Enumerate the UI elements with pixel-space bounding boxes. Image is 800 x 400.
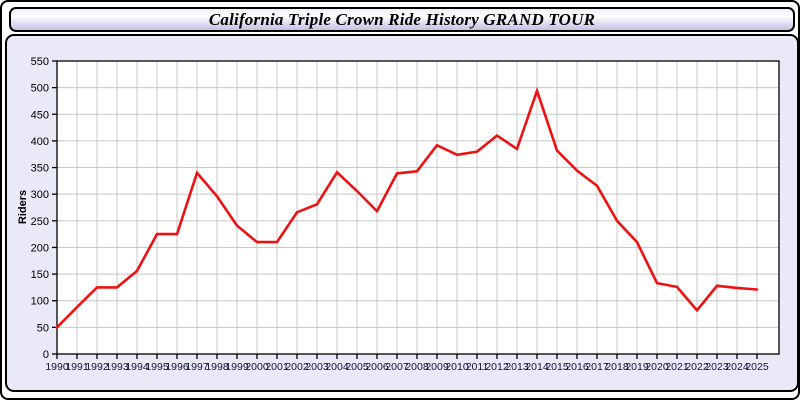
x-tick-label: 2008 <box>405 361 429 373</box>
x-tick-label: 1990 <box>45 361 69 373</box>
x-tick-label: 1992 <box>85 361 109 373</box>
y-tick-label: 0 <box>43 349 49 361</box>
plot-area <box>57 61 779 354</box>
x-tick-label: 2013 <box>505 361 529 373</box>
x-tick-label: 2004 <box>325 361 349 373</box>
plot-border <box>56 60 780 355</box>
title-bar: California Triple Crown Ride History GRA… <box>9 7 795 32</box>
x-tick-label: 1997 <box>185 361 209 373</box>
y-tick-label: 200 <box>31 242 49 254</box>
x-tick-label: 2022 <box>685 361 709 373</box>
x-tick-label: 2014 <box>525 361 549 373</box>
x-tick-label: 2000 <box>245 361 269 373</box>
x-tick-label: 2006 <box>365 361 389 373</box>
y-tick-label: 100 <box>31 296 49 308</box>
x-tick-label: 2018 <box>605 361 629 373</box>
data-series-riders <box>55 86 759 329</box>
x-tick-label: 2009 <box>425 361 449 373</box>
y-tick-label: 150 <box>31 269 49 281</box>
x-tick-label: 2012 <box>485 361 509 373</box>
x-tick-label: 2010 <box>445 361 469 373</box>
x-tick-label: 2011 <box>466 361 489 373</box>
y-tick-label: 50 <box>37 322 49 334</box>
x-tick-label: 2023 <box>705 361 729 373</box>
x-tick-label: 2007 <box>385 361 409 373</box>
y-axis-label: Riders <box>17 189 29 225</box>
x-tick-label: 2021 <box>665 361 689 373</box>
y-tick-label: 350 <box>31 163 49 175</box>
y-tick-label: 450 <box>31 109 49 121</box>
x-tick-label: 2020 <box>645 361 669 373</box>
y-tick-label: 300 <box>31 189 49 201</box>
x-tick-label: 2015 <box>545 361 569 373</box>
x-tick-label: 2017 <box>585 361 609 373</box>
x-tick-label: 2025 <box>745 361 769 373</box>
x-tick-label: 2002 <box>285 361 309 373</box>
x-tick-label: 1998 <box>205 361 229 373</box>
x-tick-label: 2024 <box>725 361 749 373</box>
x-tick-label: 1994 <box>125 361 149 373</box>
y-tick-label: 500 <box>31 83 49 95</box>
y-tick-label: 400 <box>31 136 49 148</box>
page-title: California Triple Crown Ride History GRA… <box>208 9 596 29</box>
x-tick-label: 2016 <box>565 361 589 373</box>
x-tick-label: 2003 <box>305 361 329 373</box>
x-tick-label: 1995 <box>145 361 169 373</box>
x-tick-label: 1996 <box>165 361 189 373</box>
x-tick-label: 1991 <box>65 361 89 373</box>
y-tick-label: 550 <box>31 56 49 68</box>
x-tick-label: 1993 <box>105 361 129 373</box>
x-tick-label: 2001 <box>265 361 289 373</box>
x-tick-label: 2019 <box>625 361 649 373</box>
y-tick-label: 250 <box>31 216 49 228</box>
x-tick-label: 2005 <box>345 361 369 373</box>
x-tick-label: 1999 <box>225 361 249 373</box>
